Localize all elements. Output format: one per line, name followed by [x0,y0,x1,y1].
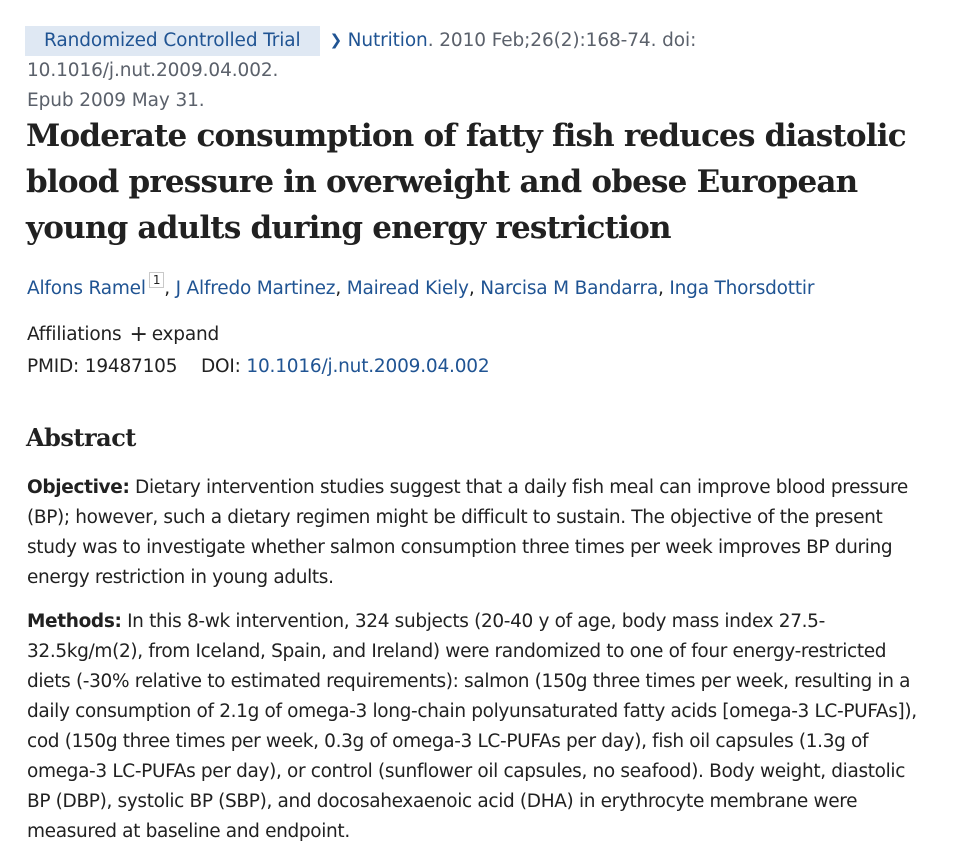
citation-details: . 2010 Feb;26(2):168-74. doi: 10.1016/j.… [27,30,697,81]
chevron-right-icon: ❯ [329,31,343,49]
citation-line: Randomized Controlled Trial ❯ Nutrition. 2… [25,26,937,116]
publication-type-badge[interactable]: Randomized Controlled Trial [25,26,320,56]
abstract-objective: Objective: Dietary intervention studies … [27,473,927,593]
author-link[interactable]: Alfons Ramel [27,278,146,299]
journal-link[interactable]: Nutrition [347,30,428,51]
expand-label: expand [151,324,220,345]
abstract-methods: Methods: In this 8-wk intervention, 324 … [27,607,927,847]
affiliations-toggle[interactable]: Affiliations + expand [27,320,219,349]
epub-date: Epub 2009 May 31. [27,90,205,111]
methods-label: Methods: [27,611,122,632]
identifiers: PMID: 19487105 DOI: 10.1016/j.nut.2009.0… [27,353,490,381]
article-title: Moderate consumption of fatty fish reduc… [26,118,907,246]
author-link[interactable]: J Alfredo Martinez [175,278,336,299]
doi-label: DOI: [201,356,241,377]
author-link[interactable]: Mairead Kiely [346,278,469,299]
objective-text: Dietary intervention studies suggest tha… [27,477,908,588]
objective-label: Objective: [27,477,130,498]
affiliations-label: Affiliations [27,324,122,345]
author-link[interactable]: Inga Thorsdottir [669,278,815,299]
abstract-heading: Abstract [26,423,136,452]
doi-link[interactable]: 10.1016/j.nut.2009.04.002 [246,356,490,377]
author-link[interactable]: Narcisa M Bandarra [480,278,659,299]
author-list: Alfons Ramel 1, J Alfredo Martinez, Maire… [27,272,815,299]
pmid-value: 19487105 [84,356,178,377]
affiliation-marker[interactable]: 1 [148,272,165,288]
plus-icon: + [129,322,148,347]
methods-text: In this 8-wk intervention, 324 subjects … [27,611,917,842]
pmid-label: PMID: [27,356,80,377]
